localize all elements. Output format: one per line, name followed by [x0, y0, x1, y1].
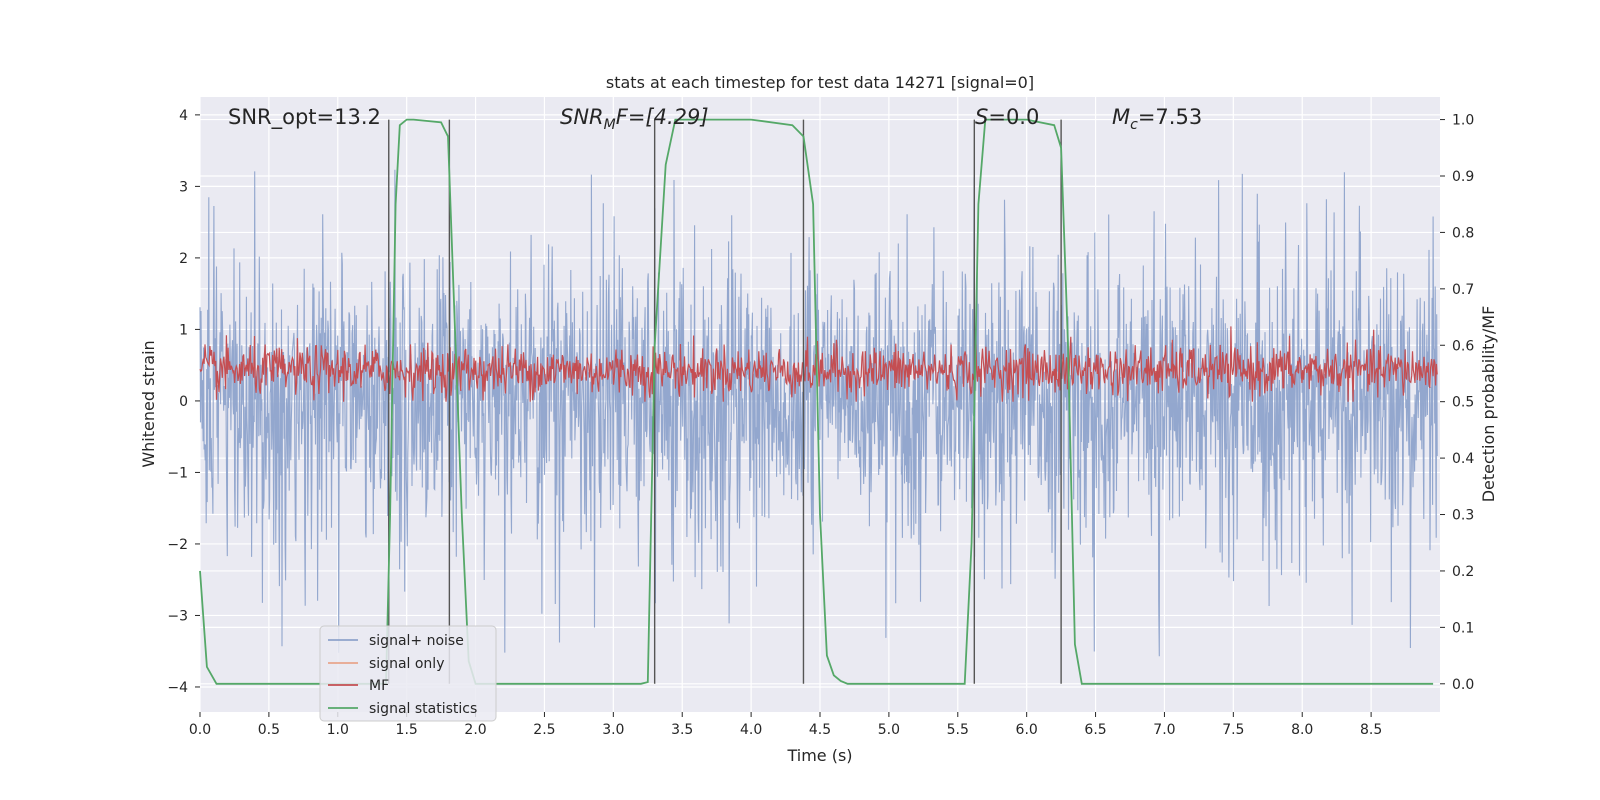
y-right-tick-label-7: 0.3	[1452, 508, 1474, 524]
legend-label-signal-statistics: signal statistics	[369, 701, 477, 717]
legend-label-signal-only: signal only	[369, 656, 444, 672]
x-tick-label-17: 8.5	[1360, 722, 1382, 738]
signal-statistics-line	[199, 118, 1434, 685]
x-tick-label-10: 5.0	[878, 722, 900, 738]
legend-label-signal-noise: signal+ noise	[369, 633, 464, 649]
chart-title: stats at each timestep for test data 142…	[606, 73, 1034, 92]
x-tick-label-14: 7.0	[1153, 722, 1175, 738]
signal-noise-line	[199, 169, 1438, 657]
mf-series	[199, 326, 1438, 402]
signal-noise-series	[199, 169, 1438, 657]
y-right-tick-label-9: 0.1	[1452, 620, 1474, 636]
legend: signal+ noise signal only MF signal stat…	[319, 625, 497, 722]
y-right-tick-label-0: 1.0	[1452, 113, 1474, 129]
legend-box	[319, 625, 497, 722]
y-right-tick-label-8: 0.2	[1452, 564, 1474, 580]
y-right-axis-ticks: 1.0 0.9 0.8 0.7 0.6 0.5 0.4 0.3 0.2 0.1 0.0	[1440, 113, 1474, 693]
y-tick-label-4: 0	[179, 394, 188, 410]
y-right-tick-label-10: 0.0	[1452, 677, 1474, 693]
x-tick-label-9: 4.5	[809, 722, 831, 738]
y-right-tick-label-1: 0.9	[1452, 169, 1474, 185]
y-tick-label-6: −2	[167, 537, 188, 553]
y-right-tick-label-5: 0.5	[1452, 395, 1474, 411]
x-tick-label-12: 6.0	[1016, 722, 1038, 738]
annotation-snr-opt: SNR_opt=13.2	[228, 105, 381, 130]
y-tick-label-8: −4	[167, 680, 188, 696]
legend-label-mf: MF	[369, 678, 389, 694]
annotation-s: S=0.0	[975, 105, 1039, 129]
x-tick-label-15: 7.5	[1222, 722, 1244, 738]
y-tick-label-7: −3	[167, 608, 188, 624]
x-tick-label-1: 0.5	[258, 722, 280, 738]
y-right-tick-label-3: 0.7	[1452, 282, 1474, 298]
y-right-axis-label: Detection probability/MF	[1479, 306, 1498, 503]
x-axis-ticks: 0.0 0.5 1.0 1.5 2.0 2.5 3.0 3.5 4.0 4.5 5.0 5.5 6.0 6…	[189, 712, 1382, 738]
y-tick-label-3: 1	[179, 322, 188, 338]
x-tick-label-2: 1.0	[327, 722, 349, 738]
y-right-tick-label-2: 0.8	[1452, 225, 1474, 241]
signal-statistics-series	[199, 118, 1434, 685]
mf-line	[199, 326, 1438, 402]
x-tick-label-4: 2.0	[464, 722, 486, 738]
y-axis-ticks: 4 3 2 1 0 −1 −2 −3 −4	[167, 108, 200, 696]
x-tick-label-5: 2.5	[533, 722, 555, 738]
annotation-snr-mf: SNRMF=[4.29]	[560, 105, 709, 133]
y-tick-label-1: 3	[179, 179, 188, 195]
x-tick-label-13: 6.5	[1084, 722, 1106, 738]
x-tick-label-6: 3.0	[602, 722, 624, 738]
y-right-tick-label-4: 0.6	[1452, 338, 1474, 354]
y-tick-label-2: 2	[179, 251, 188, 267]
x-tick-label-7: 3.5	[671, 722, 693, 738]
x-tick-label-11: 5.5	[947, 722, 969, 738]
x-tick-label-0: 0.0	[189, 722, 211, 738]
y-tick-label-0: 4	[179, 108, 188, 124]
y-axis-label: Whitened strain	[139, 340, 158, 467]
x-tick-label-8: 4.0	[740, 722, 762, 738]
x-tick-label-16: 8.0	[1291, 722, 1313, 738]
x-tick-label-3: 1.5	[396, 722, 418, 738]
y-right-tick-label-6: 0.4	[1452, 451, 1474, 467]
y-tick-label-5: −1	[167, 465, 188, 481]
annotation-mc: Mc=7.53	[1112, 105, 1202, 133]
x-axis-label: Time (s)	[786, 746, 852, 765]
